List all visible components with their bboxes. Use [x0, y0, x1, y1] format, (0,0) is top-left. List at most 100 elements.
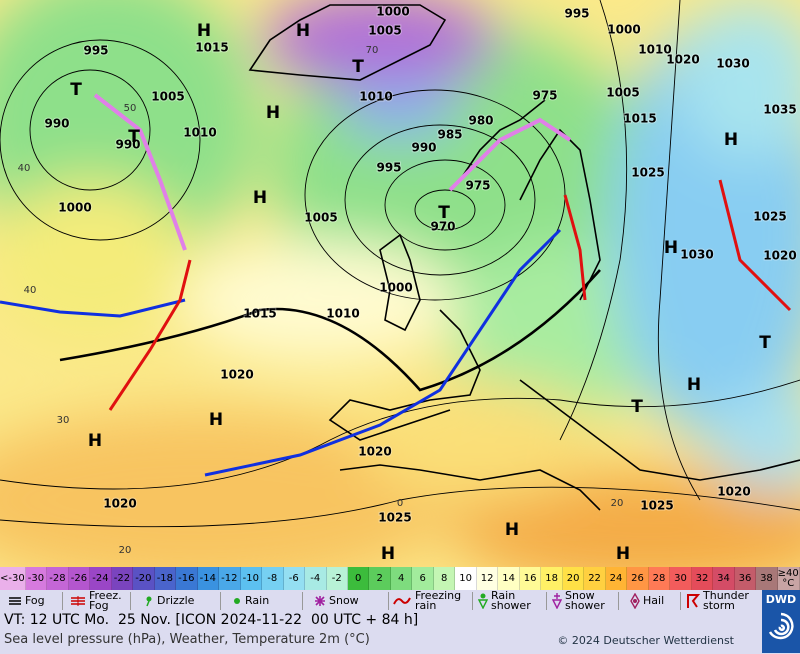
pressure-label: 1020 [666, 53, 699, 67]
pressure-center: H [505, 520, 519, 540]
coast [519, 128, 601, 301]
pressure-label: 985 [437, 128, 462, 142]
snow-shower-icon [552, 593, 562, 609]
pressure-label: 995 [376, 161, 401, 175]
cold-front [0, 228, 562, 477]
pressure-center: H [687, 375, 701, 395]
legend-item: Fog [8, 590, 45, 612]
scale-cell: 8 [433, 567, 456, 590]
pressure-center: T [128, 127, 140, 147]
pressure-center: T [759, 333, 771, 353]
legend-label: Snow [329, 594, 359, 607]
pressure-label: 980 [468, 114, 493, 128]
scale-cell: 20 [562, 567, 585, 590]
scale-cell: -4 [305, 567, 327, 590]
separator [130, 592, 131, 610]
coast [328, 309, 481, 441]
scale-cell: 2 [369, 567, 391, 590]
temperature-label: 20 [119, 545, 132, 556]
field [450, 470, 800, 567]
scale-cell: 10 [455, 567, 477, 590]
legend-item: Hail [630, 590, 664, 612]
pressure-label: 1025 [631, 166, 664, 180]
coast [248, 4, 447, 81]
legend-label: Fog [25, 594, 45, 607]
legend-item: Rain shower [478, 590, 535, 612]
warm-front [108, 179, 792, 411]
copyright: © 2024 Deutscher Wetterdienst [557, 634, 734, 647]
pressure-label: 990 [44, 117, 69, 131]
pressure-label: 1015 [195, 41, 228, 55]
snow-icon [315, 596, 325, 606]
legend-item: Rain [232, 590, 269, 612]
legend-label: Drizzle [157, 594, 195, 607]
fog-icon [9, 597, 21, 605]
scale-cell: 36 [734, 567, 757, 590]
isobar [344, 124, 536, 276]
isobar [0, 379, 800, 490]
legend-label: Hail [643, 594, 665, 607]
pressure-center: H [296, 21, 310, 41]
temperature-label: 0 [397, 498, 403, 509]
rain-shower-icon [478, 593, 488, 609]
drizzle-icon [146, 596, 152, 607]
pressure-label: 1025 [640, 499, 673, 513]
scale-cell: -6 [283, 567, 306, 590]
pressure-center: T [438, 203, 450, 223]
pressure-label: 1020 [220, 368, 253, 382]
legend-item: Drizzle [144, 590, 194, 612]
pressure-label: 995 [564, 7, 589, 21]
separator [680, 592, 681, 610]
pressure-label: 1020 [103, 497, 136, 511]
scale-cell: -22 [111, 567, 134, 590]
pressure-center: H [209, 410, 223, 430]
scale-cell: 24 [605, 567, 628, 590]
scale-cell: 38 [756, 567, 778, 590]
field [0, 410, 460, 567]
legend-item: Freezing rain [392, 590, 465, 612]
isobar [0, 39, 201, 241]
isobar [657, 0, 701, 501]
pressure-center: H [88, 431, 102, 451]
scale-cell: 26 [627, 567, 649, 590]
legend-item: Snow shower [552, 590, 609, 612]
logo-text: DWD [765, 593, 797, 606]
scale-cell: 18 [541, 567, 563, 590]
separator [546, 592, 547, 610]
pressure-center: H [724, 130, 738, 150]
legend-label: Rain [245, 594, 270, 607]
field [0, 180, 190, 340]
scale-cell: -10 [240, 567, 263, 590]
logo: DWD [762, 590, 800, 653]
separator [62, 592, 63, 610]
temperature-label: 30 [57, 415, 70, 426]
pressure-label: 1010 [183, 126, 216, 140]
scale-cell: -14 [197, 567, 220, 590]
pressure-label: 1035 [763, 103, 796, 117]
pressure-label: 1025 [378, 511, 411, 525]
scale-cell: 30 [670, 567, 692, 590]
coast [459, 99, 546, 181]
pressure-center: H [197, 21, 211, 41]
separator [472, 592, 473, 610]
temperature-label: 40 [18, 163, 31, 174]
legend-label: Thunder storm [703, 589, 749, 612]
pressure-center: H [253, 188, 267, 208]
scale-cell: ≥40 °C [777, 567, 800, 590]
pressure-center: T [631, 397, 643, 417]
separator [302, 592, 303, 610]
thunderstorm-icon [687, 594, 700, 608]
scale-cell: 6 [412, 567, 434, 590]
scale-cell: 32 [691, 567, 714, 590]
temperature-scale: <-30 -30 -28 -26 -24 -22 -20 -18 -16 -14 -12 -10 -8-… [0, 567, 800, 590]
scale-cell: -12 [219, 567, 241, 590]
pressure-label: 1020 [763, 249, 796, 263]
isobar [29, 69, 151, 191]
scale-cell: 16 [519, 567, 542, 590]
pressure-label: 1000 [607, 23, 640, 37]
scale-cell: -16 [176, 567, 198, 590]
scale-cell: 28 [648, 567, 671, 590]
logo-swirl [768, 612, 794, 640]
field [260, 0, 500, 90]
